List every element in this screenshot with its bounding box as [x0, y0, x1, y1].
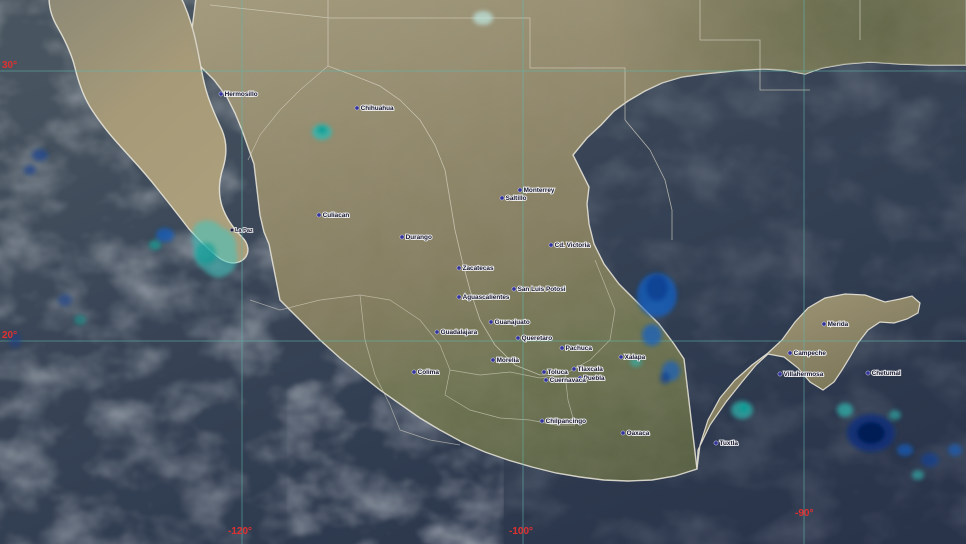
- svg-text:Puebla: Puebla: [584, 375, 605, 382]
- svg-text:20°: 20°: [2, 330, 17, 341]
- svg-text:-100°: -100°: [509, 526, 533, 537]
- svg-text:Campeche: Campeche: [794, 350, 827, 357]
- svg-text:Merida: Merida: [828, 321, 849, 328]
- svg-text:Toluca: Toluca: [548, 369, 569, 376]
- svg-text:-90°: -90°: [795, 508, 813, 519]
- svg-text:-120°: -120°: [228, 526, 252, 537]
- svg-text:Saltillo: Saltillo: [506, 195, 527, 202]
- svg-text:Guanajuato: Guanajuato: [495, 319, 530, 326]
- svg-text:Queretaro: Queretaro: [522, 335, 553, 342]
- svg-text:Aguascalientes: Aguascalientes: [463, 294, 510, 301]
- svg-text:Culiacan: Culiacan: [323, 212, 350, 219]
- svg-text:Colima: Colima: [418, 369, 440, 376]
- svg-text:Cd. Victoria: Cd. Victoria: [555, 242, 591, 249]
- svg-text:Hermosillo: Hermosillo: [225, 91, 258, 98]
- svg-text:Xalapa: Xalapa: [625, 354, 646, 361]
- svg-text:Oaxaca: Oaxaca: [627, 430, 650, 437]
- svg-text:Guadalajara: Guadalajara: [441, 329, 478, 336]
- svg-text:Chetumal: Chetumal: [872, 370, 901, 377]
- svg-text:Cuernavaca: Cuernavaca: [550, 377, 587, 384]
- svg-text:Chihuahua: Chihuahua: [361, 105, 394, 112]
- svg-text:Tlaxcala: Tlaxcala: [578, 366, 604, 373]
- svg-text:Pachuca: Pachuca: [566, 345, 593, 352]
- svg-text:Morelia: Morelia: [497, 357, 520, 364]
- svg-text:Tuxtla: Tuxtla: [720, 440, 739, 447]
- svg-text:Durango: Durango: [406, 234, 432, 241]
- svg-text:Villahermosa: Villahermosa: [784, 371, 824, 378]
- svg-text:La Paz: La Paz: [235, 228, 253, 234]
- svg-text:30°: 30°: [2, 60, 17, 71]
- svg-text:Chilpancingo: Chilpancingo: [546, 418, 587, 425]
- svg-text:Zacatecas: Zacatecas: [463, 265, 494, 272]
- svg-text:San Luis Potosi: San Luis Potosi: [518, 286, 566, 293]
- svg-text:Monterrey: Monterrey: [524, 187, 555, 194]
